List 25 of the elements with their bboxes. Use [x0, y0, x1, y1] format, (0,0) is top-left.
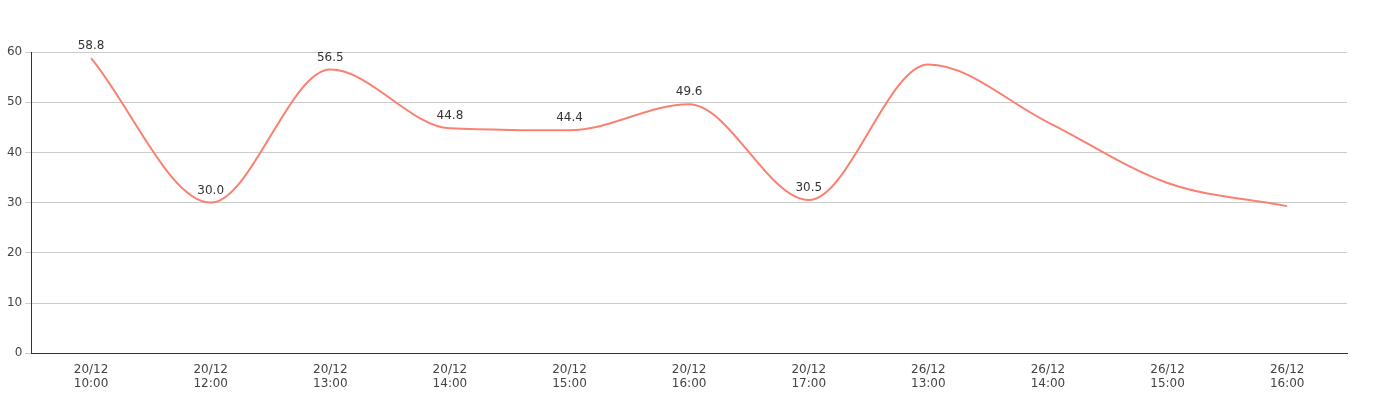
x-tick-label: 26/12 13:00 — [911, 361, 946, 390]
x-tick-label: 20/12 17:00 — [791, 361, 827, 390]
data-label: 30.0 — [197, 182, 225, 197]
x-tick-label: 20/12 13:00 — [313, 361, 348, 390]
y-tick-label: 60 — [6, 44, 23, 59]
x-tick-label: 26/12 16:00 — [1269, 361, 1305, 390]
y-tick-label: 10 — [6, 295, 23, 310]
y-tick-label: 20 — [6, 244, 23, 259]
data-label: 30.5 — [795, 180, 823, 195]
x-tick-label: 20/12 10:00 — [73, 361, 109, 390]
x-tick-label: 20/12 15:00 — [552, 361, 587, 390]
y-tick-label: 0 — [14, 345, 23, 360]
x-tick-label: 20/12 16:00 — [671, 361, 707, 390]
x-tick-label: 20/12 12:00 — [193, 361, 228, 390]
x-tick-label: 20/12 14:00 — [432, 361, 468, 390]
y-tick-label: 30 — [6, 194, 23, 209]
x-tick-label: 26/12 15:00 — [1150, 361, 1185, 390]
data-label: 44.8 — [436, 108, 464, 123]
data-label: 56.5 — [316, 49, 344, 64]
data-label: 44.4 — [556, 110, 583, 125]
y-tick-label: 40 — [6, 144, 23, 159]
x-tick-label: 26/12 14:00 — [1030, 361, 1066, 390]
data-label: 58.8 — [77, 38, 105, 53]
y-tick-label: 50 — [6, 94, 23, 109]
data-label: 49.6 — [675, 84, 703, 99]
